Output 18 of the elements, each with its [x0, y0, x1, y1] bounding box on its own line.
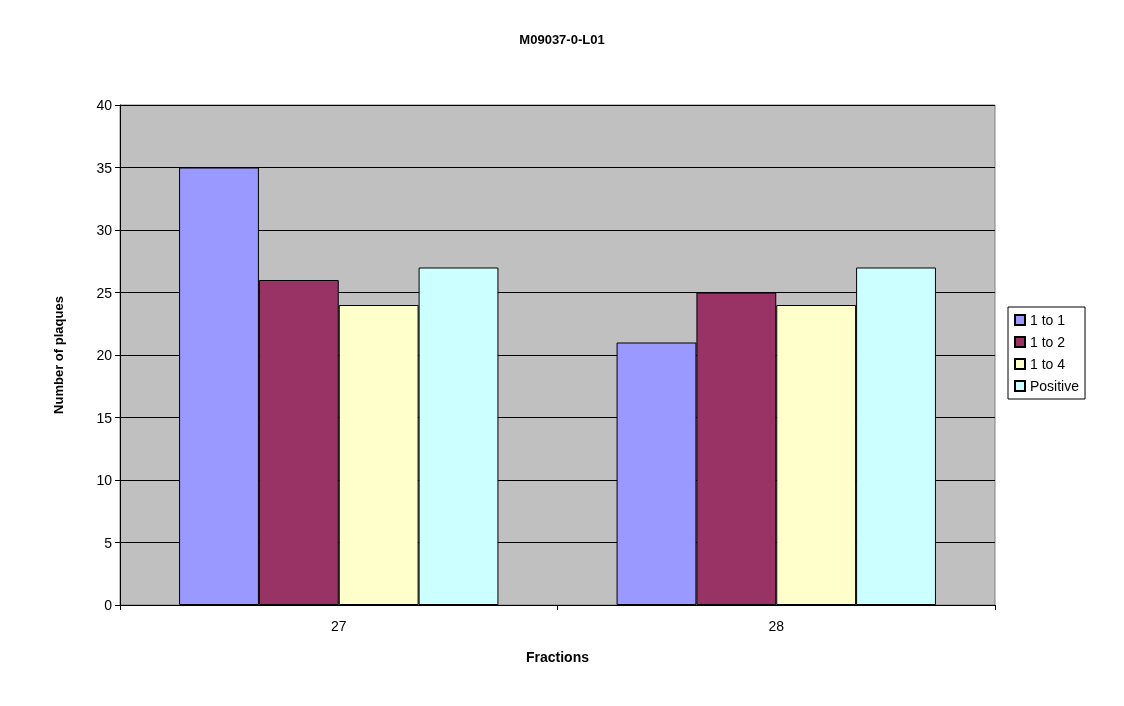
chart-title: M09037-0-L01 — [519, 32, 605, 47]
x-tick-label: 28 — [768, 618, 785, 634]
y-tick-label: 25 — [96, 284, 113, 301]
y-tick-label: 35 — [96, 159, 113, 176]
y-tick-label: 20 — [96, 347, 113, 363]
y-axis-title: Number of plaques — [51, 296, 66, 414]
legend-label: 1 to 2 — [1030, 334, 1066, 350]
legend-label: 1 to 1 — [1030, 312, 1066, 328]
x-tick-label: 27 — [330, 618, 347, 634]
y-tick-label: 10 — [96, 472, 113, 488]
y-tick-label: 5 — [104, 534, 113, 551]
y-tick-label: 15 — [96, 409, 113, 426]
legend-label: 1 to 4 — [1030, 356, 1066, 372]
x-axis-title: Fractions — [525, 649, 590, 665]
y-tick-label: 0 — [104, 597, 113, 613]
legend-label: Positive — [1030, 378, 1080, 394]
y-tick-label: 40 — [96, 97, 113, 113]
y-tick-label: 30 — [96, 222, 113, 238]
